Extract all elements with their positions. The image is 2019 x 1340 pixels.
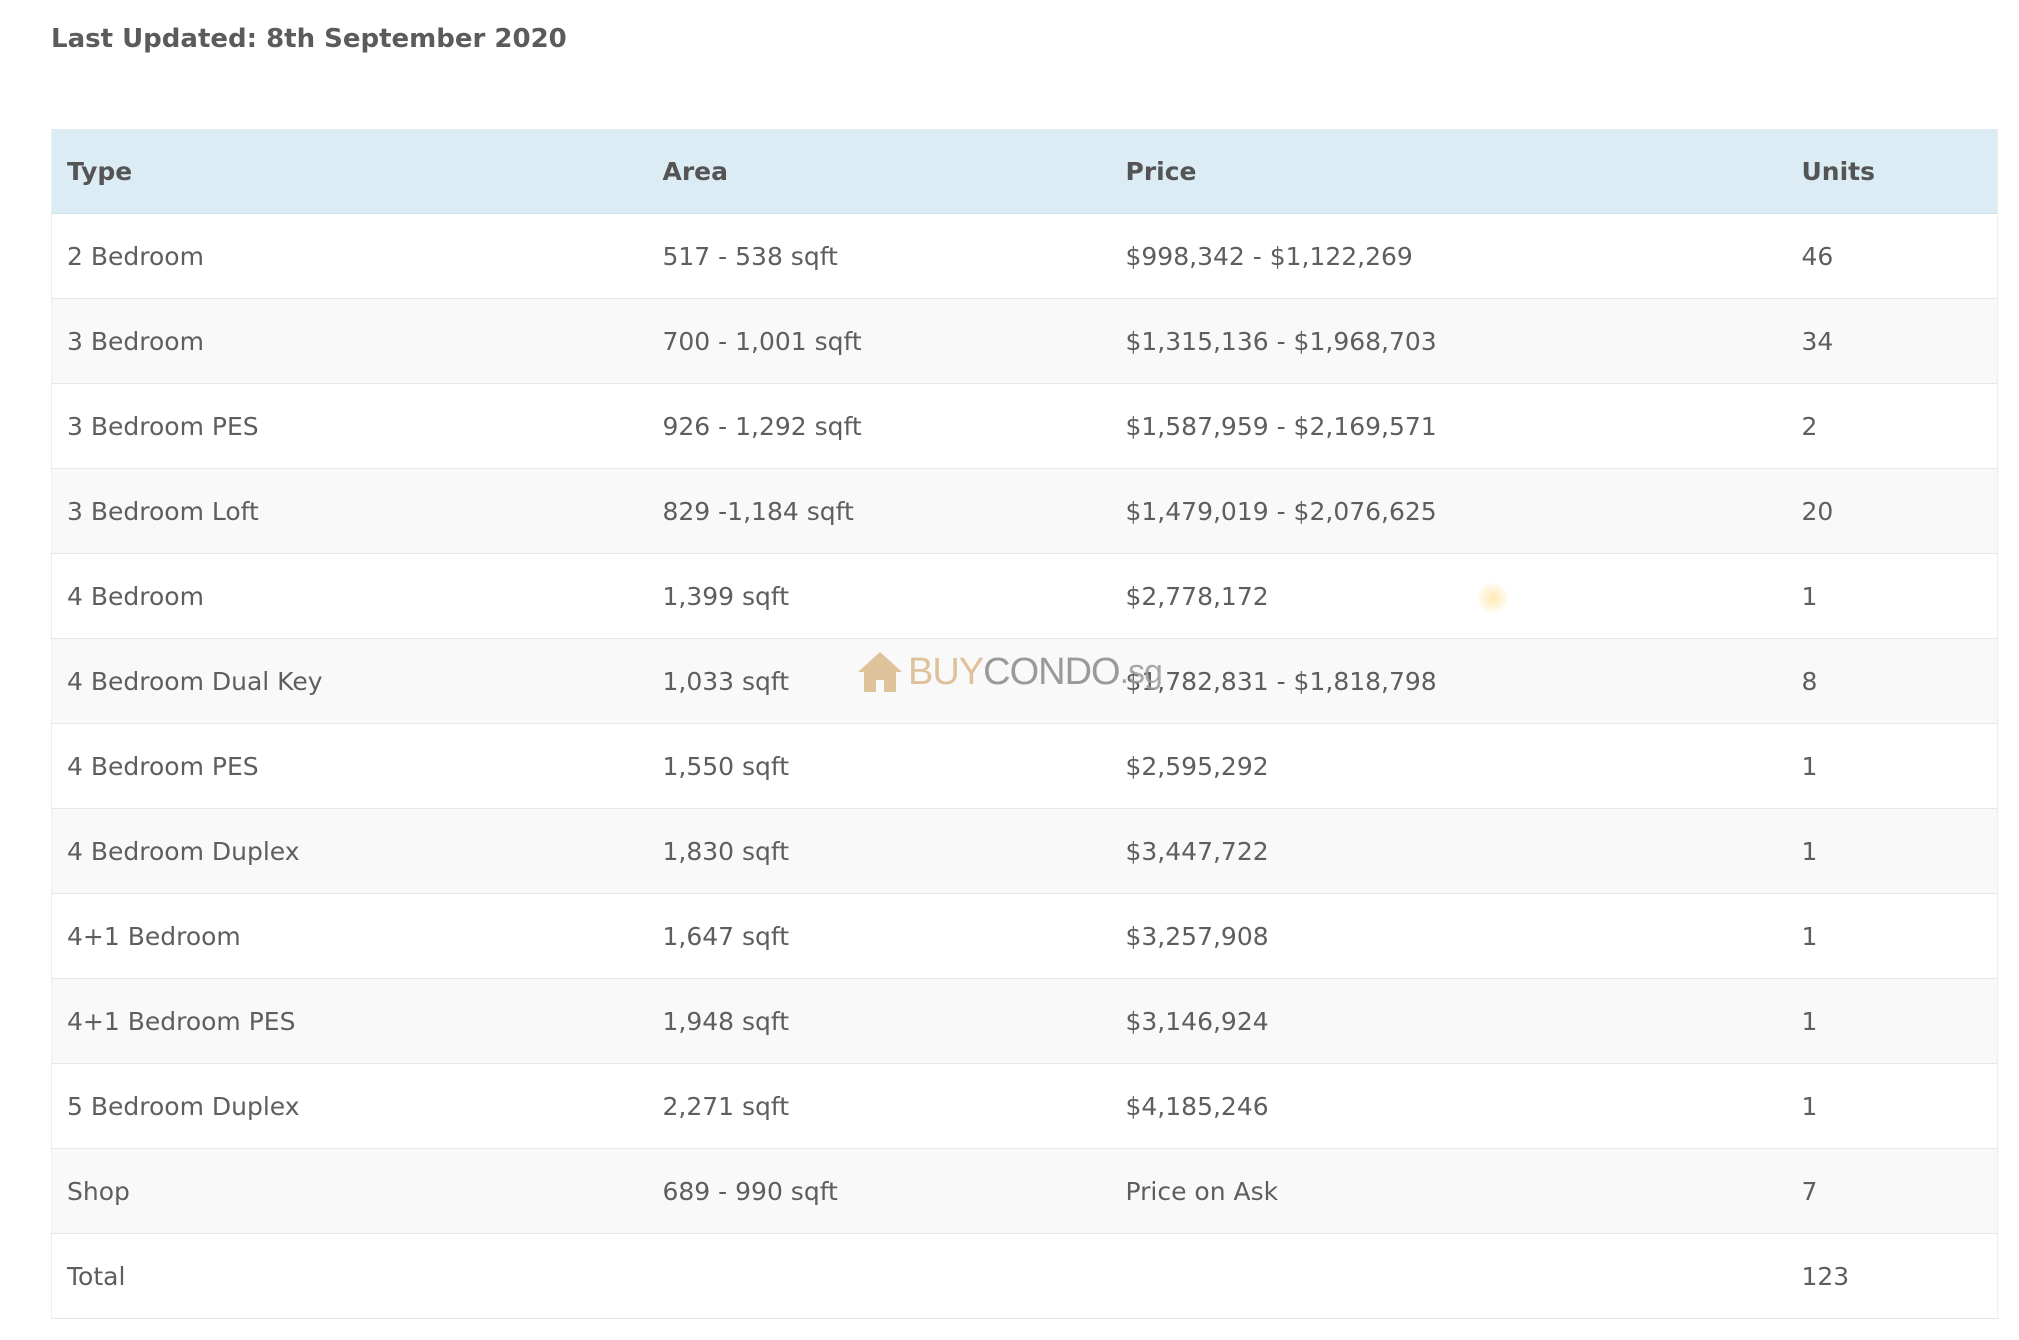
cell-area: 700 - 1,001 sqft — [647, 298, 1111, 384]
unit-price-table: Type Area Price Units 2 Bedroom 517 - 53… — [51, 129, 1998, 1319]
cell-price: $2,778,172 — [1110, 553, 1787, 639]
cell-area — [647, 1233, 1111, 1319]
table-row: 4+1 Bedroom 1,647 sqft $3,257,908 1 — [51, 893, 1998, 979]
table-row: 2 Bedroom 517 - 538 sqft $998,342 - $1,1… — [51, 213, 1998, 299]
cell-units: 46 — [1786, 213, 1998, 299]
cell-area: 1,647 sqft — [647, 893, 1111, 979]
table-row: 3 Bedroom PES 926 - 1,292 sqft $1,587,95… — [51, 383, 1998, 469]
cell-units: 2 — [1786, 383, 1998, 469]
cell-type: 4+1 Bedroom PES — [51, 978, 648, 1064]
cell-price: $2,595,292 — [1110, 723, 1787, 809]
cell-type: 2 Bedroom — [51, 213, 648, 299]
cell-units: 1 — [1786, 723, 1998, 809]
cell-price: $1,315,136 - $1,968,703 — [1110, 298, 1787, 384]
cell-units: 8 — [1786, 638, 1998, 724]
cell-area: 829 -1,184 sqft — [647, 468, 1111, 554]
cell-area: 1,830 sqft — [647, 808, 1111, 894]
cell-type: Shop — [51, 1148, 648, 1234]
column-header-area: Area — [647, 129, 1111, 214]
table-row: 5 Bedroom Duplex 2,271 sqft $4,185,246 1 — [51, 1063, 1998, 1149]
cell-price — [1110, 1233, 1787, 1319]
cell-type: 4 Bedroom Dual Key — [51, 638, 648, 724]
cell-units: 20 — [1786, 468, 1998, 554]
column-header-price: Price — [1110, 129, 1787, 214]
cell-units: 1 — [1786, 893, 1998, 979]
cell-area: 1,550 sqft — [647, 723, 1111, 809]
cell-price: $1,479,019 - $2,076,625 — [1110, 468, 1787, 554]
table-row: 3 Bedroom Loft 829 -1,184 sqft $1,479,01… — [51, 468, 1998, 554]
cell-type: 3 Bedroom — [51, 298, 648, 384]
cell-units: 7 — [1786, 1148, 1998, 1234]
cell-price: $4,185,246 — [1110, 1063, 1787, 1149]
cell-type: 5 Bedroom Duplex — [51, 1063, 648, 1149]
table-row: 3 Bedroom 700 - 1,001 sqft $1,315,136 - … — [51, 298, 1998, 384]
cell-area: 517 - 538 sqft — [647, 213, 1111, 299]
cell-price: $1,782,831 - $1,818,798 — [1110, 638, 1787, 724]
cell-units: 34 — [1786, 298, 1998, 384]
table-row: 4 Bedroom PES 1,550 sqft $2,595,292 1 — [51, 723, 1998, 809]
light-spot — [1478, 583, 1508, 613]
cell-units: 1 — [1786, 808, 1998, 894]
cell-area: 926 - 1,292 sqft — [647, 383, 1111, 469]
table-header-row: Type Area Price Units — [51, 129, 1998, 214]
cell-type: Total — [51, 1233, 648, 1319]
cell-type: 4 Bedroom PES — [51, 723, 648, 809]
table-row: 4 Bedroom Duplex 1,830 sqft $3,447,722 1 — [51, 808, 1998, 894]
cell-area: 2,271 sqft — [647, 1063, 1111, 1149]
table-row: Shop 689 - 990 sqft Price on Ask 7 — [51, 1148, 1998, 1234]
cell-type: 4 Bedroom Duplex — [51, 808, 648, 894]
cell-price: $1,587,959 - $2,169,571 — [1110, 383, 1787, 469]
table-row-total: Total 123 — [51, 1233, 1998, 1319]
cell-units: 1 — [1786, 553, 1998, 639]
table-row: 4 Bedroom 1,399 sqft $2,778,172 1 — [51, 553, 1998, 639]
cell-price: $3,146,924 — [1110, 978, 1787, 1064]
cell-price: $3,257,908 — [1110, 893, 1787, 979]
cell-area: 689 - 990 sqft — [647, 1148, 1111, 1234]
cell-type: 3 Bedroom PES — [51, 383, 648, 469]
cell-area: 1,948 sqft — [647, 978, 1111, 1064]
column-header-units: Units — [1786, 129, 1998, 214]
cell-price: $998,342 - $1,122,269 — [1110, 213, 1787, 299]
cell-price: Price on Ask — [1110, 1148, 1787, 1234]
cell-area: 1,399 sqft — [647, 553, 1111, 639]
cell-type: 4+1 Bedroom — [51, 893, 648, 979]
cell-area: 1,033 sqft — [647, 638, 1111, 724]
table-row: 4+1 Bedroom PES 1,948 sqft $3,146,924 1 — [51, 978, 1998, 1064]
table-row: 4 Bedroom Dual Key 1,033 sqft $1,782,831… — [51, 638, 1998, 724]
cell-type: 4 Bedroom — [51, 553, 648, 639]
cell-units: 1 — [1786, 978, 1998, 1064]
cell-units: 1 — [1786, 1063, 1998, 1149]
last-updated-text: Last Updated: 8th September 2020 — [51, 24, 567, 54]
cell-type: 3 Bedroom Loft — [51, 468, 648, 554]
cell-price: $3,447,722 — [1110, 808, 1787, 894]
column-header-type: Type — [51, 129, 648, 214]
cell-units: 123 — [1786, 1233, 1998, 1319]
